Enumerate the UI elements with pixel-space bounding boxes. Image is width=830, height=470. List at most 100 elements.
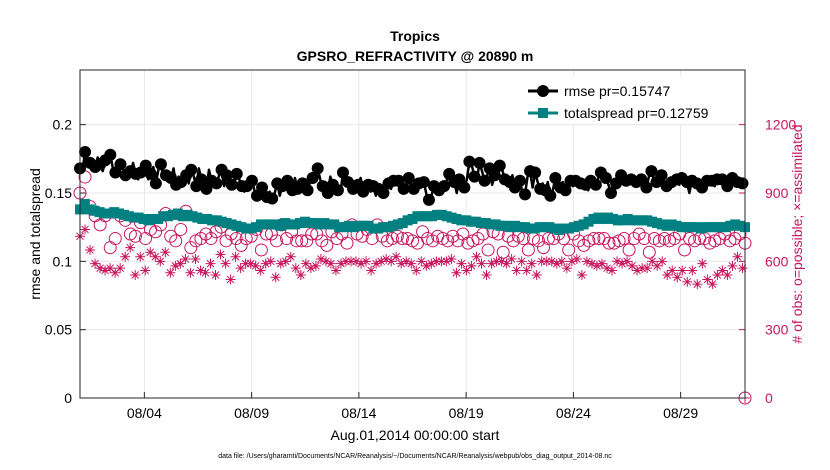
point-possible xyxy=(713,232,727,246)
point-assimilated xyxy=(551,258,562,269)
point-assimilated xyxy=(702,274,713,285)
point-possible xyxy=(678,243,692,257)
point-assimilated xyxy=(140,265,151,276)
point-rmse xyxy=(245,174,258,187)
point-possible xyxy=(622,243,636,257)
point-possible xyxy=(209,225,223,239)
point-assimilated xyxy=(265,256,276,267)
point-assimilated xyxy=(556,256,567,267)
point-assimilated xyxy=(130,270,141,280)
point-assimilated xyxy=(481,270,492,280)
point-assimilated xyxy=(491,256,502,267)
point-rmse xyxy=(306,171,319,184)
point-rmse xyxy=(599,171,612,184)
point-assimilated xyxy=(561,263,572,274)
point-assimilated xyxy=(416,256,427,267)
point-assimilated xyxy=(325,258,336,269)
x-tick-label: 08/14 xyxy=(341,405,376,421)
point-assimilated xyxy=(95,263,106,274)
y2-tick-label: 600 xyxy=(765,253,789,269)
point-assimilated xyxy=(737,263,748,274)
point-rmse xyxy=(559,184,572,197)
point-assimilated xyxy=(110,267,121,278)
legend-box xyxy=(520,76,738,124)
point-assimilated xyxy=(511,265,522,276)
point-assimilated xyxy=(446,254,457,265)
point-possible xyxy=(128,229,142,243)
point-possible xyxy=(602,236,616,250)
point-assimilated xyxy=(546,256,557,267)
point-assimilated xyxy=(210,270,221,280)
point-assimilated xyxy=(441,256,452,267)
point-rmse xyxy=(468,170,481,183)
point-assimilated xyxy=(657,256,668,267)
point-assimilated xyxy=(280,256,291,267)
point-assimilated xyxy=(637,263,648,274)
point-possible xyxy=(280,232,294,246)
point-possible xyxy=(627,232,641,246)
point-assimilated xyxy=(80,224,91,235)
x-axis-label: Aug.01,2014 00:00:00 start xyxy=(331,427,500,443)
point-assimilated xyxy=(591,260,602,271)
point-possible xyxy=(103,241,117,255)
point-rmse xyxy=(640,181,653,194)
point-possible xyxy=(632,227,646,241)
point-rmse xyxy=(604,187,617,199)
point-assimilated xyxy=(275,258,286,269)
point-assimilated xyxy=(476,258,487,269)
point-assimilated xyxy=(215,249,226,260)
point-assimilated xyxy=(501,258,512,269)
point-assimilated xyxy=(672,272,683,283)
point-possible xyxy=(93,218,107,232)
y-tick-label: 0.1 xyxy=(53,253,73,269)
point-rmse xyxy=(458,181,471,194)
point-assimilated xyxy=(341,256,351,267)
point-possible xyxy=(481,243,495,257)
point-assimilated xyxy=(135,251,146,262)
y-tick-label: 0.15 xyxy=(45,185,72,201)
point-rmse xyxy=(281,174,294,187)
point-assimilated xyxy=(622,256,633,267)
point-assimilated xyxy=(320,256,331,267)
point-possible xyxy=(340,236,354,250)
point-assimilated xyxy=(647,256,658,267)
point-rmse xyxy=(463,155,476,168)
legend: rmse pr=0.15747 totalspread pr=0.12759 xyxy=(520,76,738,124)
point-possible xyxy=(315,234,329,248)
series-totalspread xyxy=(75,198,750,235)
point-possible xyxy=(531,234,545,248)
point-possible xyxy=(617,232,631,246)
point-rmse xyxy=(301,184,314,197)
point-possible xyxy=(496,245,510,259)
point-rmse xyxy=(422,193,435,206)
point-assimilated xyxy=(105,263,116,274)
x-tick-label: 08/04 xyxy=(127,405,162,421)
point-possible xyxy=(516,232,530,246)
point-possible xyxy=(199,227,213,241)
point-assimilated xyxy=(662,270,673,280)
point-assimilated xyxy=(536,256,547,267)
point-assimilated xyxy=(150,251,161,262)
point-assimilated xyxy=(310,260,321,271)
point-possible xyxy=(164,229,178,243)
point-assimilated xyxy=(315,254,326,265)
y2-tick-label: 300 xyxy=(765,322,789,338)
data-file-note: data file: /Users/gharamti/Documents/NCA… xyxy=(218,453,612,460)
point-assimilated xyxy=(115,263,126,274)
point-rmse xyxy=(513,174,526,187)
chart-subtitle: GPSRO_REFRACTIVITY @ 20890 m xyxy=(297,48,534,64)
point-rmse xyxy=(438,180,451,193)
point-assimilated xyxy=(627,260,638,271)
legend-marker-rmse xyxy=(537,85,549,97)
point-assimilated xyxy=(506,254,517,265)
y-axis-label: rmse and totalspread xyxy=(27,168,43,300)
point-rmse xyxy=(266,192,279,205)
point-assimilated xyxy=(586,258,597,269)
point-assimilated xyxy=(426,258,437,269)
point-assimilated xyxy=(406,258,417,269)
point-assimilated xyxy=(722,270,733,280)
point-possible xyxy=(667,232,681,246)
point-assimilated xyxy=(526,258,537,269)
point-assimilated xyxy=(165,267,176,278)
point-rmse xyxy=(488,169,501,182)
